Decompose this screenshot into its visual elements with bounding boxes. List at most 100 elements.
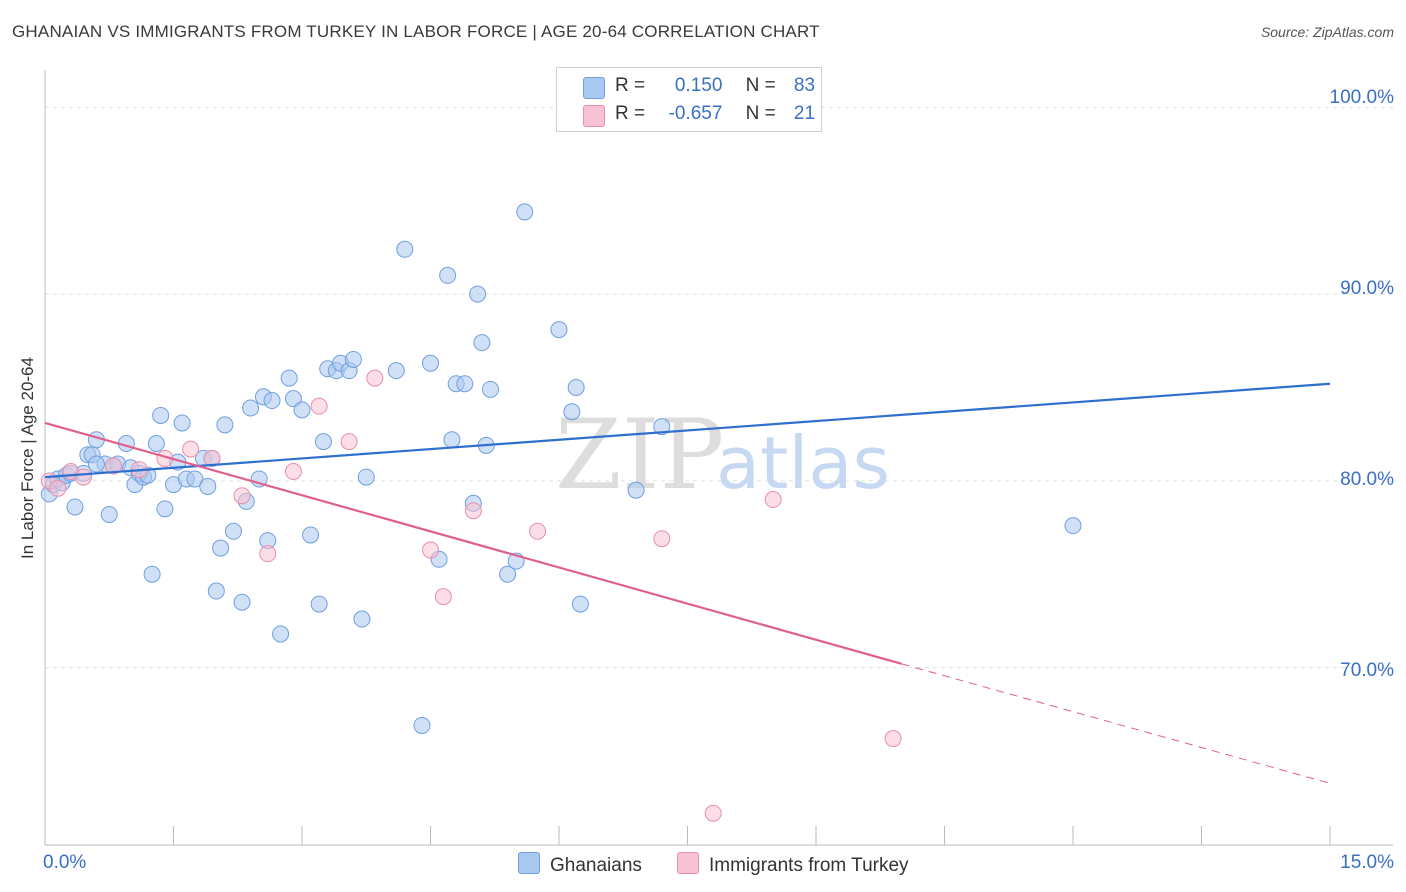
ghanaians-point — [66, 498, 84, 516]
ghanaians-point — [550, 321, 568, 339]
n-value: 83 — [793, 75, 816, 96]
watermark: ZIP atlas — [555, 399, 890, 511]
ghanaians-point — [310, 595, 328, 613]
n-label: N = — [745, 75, 776, 96]
ghanaians-point — [456, 375, 474, 393]
x-tick-label: 15.0% — [1340, 852, 1394, 873]
ghanaians-point — [100, 505, 118, 523]
turkey-point — [704, 804, 722, 822]
y-axis-label: In Labor Force | Age 20-64 — [18, 357, 37, 559]
turkey-trendline — [44, 421, 902, 665]
source-credit: Source: ZipAtlas.com — [1260, 24, 1394, 40]
ghanaians-point — [147, 434, 165, 452]
swatch-ghanaians — [583, 77, 605, 99]
ghanaians-point — [216, 416, 234, 434]
n-value: 21 — [793, 103, 816, 124]
ghanaians-point — [563, 403, 581, 421]
ghanaians-point — [280, 369, 298, 387]
ghanaians-point — [284, 390, 302, 408]
y-tick-label: 90.0% — [1340, 278, 1394, 299]
ghanaians-point — [1064, 517, 1082, 535]
ghanaians-point — [199, 477, 217, 495]
ghanaians-point — [469, 285, 487, 303]
axes — [44, 70, 1393, 846]
ghanaians-point — [302, 526, 320, 544]
turkey-point — [529, 522, 547, 540]
legend-swatch-ghanaians — [518, 852, 540, 874]
ghanaians-point — [481, 380, 499, 398]
turkey-point — [366, 369, 384, 387]
turkey-point — [105, 457, 123, 475]
turkey-point — [259, 545, 277, 563]
turkey-point — [422, 541, 439, 559]
ghanaians-point — [422, 354, 439, 372]
ghanaians-point — [173, 414, 191, 432]
y-tick-label: 70.0% — [1340, 660, 1394, 681]
ghanaians-point — [272, 625, 290, 643]
ghanaians-point — [473, 334, 491, 352]
stats-legend: R = 0.150 N = 83 R = -0.657 N = 21 — [556, 67, 822, 132]
ghanaians-point — [224, 522, 242, 540]
legend-item-ghanaians: Ghanaians — [518, 852, 642, 877]
ghanaians-point — [387, 362, 405, 380]
turkey-point — [233, 487, 251, 505]
turkey-point — [75, 468, 93, 486]
turkey-point — [49, 479, 67, 497]
r-value: 0.150 — [674, 75, 723, 96]
turkey-point — [310, 397, 328, 415]
turkey-point — [340, 433, 358, 451]
turkey-point — [764, 491, 782, 509]
ghanaians-point — [344, 350, 362, 368]
ghanaians-point — [242, 399, 260, 417]
ghanaians-point — [293, 401, 311, 419]
n-label: N = — [745, 103, 776, 124]
ghanaians-point — [571, 595, 589, 613]
turkey-point — [653, 530, 671, 548]
ghanaians-point — [499, 565, 517, 583]
y-tick-label: 100.0% — [1329, 87, 1394, 108]
ghanaians-point — [627, 481, 645, 499]
ghanaians-point — [439, 266, 457, 284]
legend-label-ghanaians: Ghanaians — [550, 855, 642, 876]
swatch-turkey — [583, 105, 605, 127]
gridlines — [45, 106, 1393, 669]
ghanaians-point — [156, 500, 174, 518]
y-tick-label: 80.0% — [1340, 469, 1394, 490]
ghanaians-point — [212, 539, 230, 557]
chart-title: GHANAIAN VS IMMIGRANTS FROM TURKEY IN LA… — [12, 22, 820, 41]
legend-item-turkey: Immigrants from Turkey — [677, 852, 909, 877]
ghanaians-points — [40, 203, 1082, 734]
turkey-point — [203, 449, 221, 467]
ghanaians-point — [516, 203, 534, 221]
legend-label-turkey: Immigrants from Turkey — [709, 855, 909, 876]
ghanaians-point — [314, 433, 332, 451]
ghanaians-point — [653, 418, 671, 436]
turkey-point — [884, 730, 902, 748]
turkey-point — [434, 588, 452, 606]
ghanaians-point — [143, 565, 161, 583]
ghanaians-point — [186, 470, 204, 488]
ghanaians-point — [207, 582, 225, 600]
ghanaians-point — [263, 392, 281, 410]
turkey-trendline — [901, 663, 1331, 784]
ghanaians-point — [443, 431, 461, 449]
ghanaians-point — [353, 610, 371, 628]
turkey-point — [284, 463, 302, 481]
ghanaians-point — [233, 593, 251, 611]
watermark-atlas: atlas — [716, 421, 890, 505]
ghanaians-point — [152, 406, 170, 424]
r-label: R = — [615, 103, 646, 124]
trendlines — [44, 382, 1331, 784]
turkey-point — [182, 440, 200, 458]
r-label: R = — [615, 75, 646, 96]
ghanaians-point — [413, 716, 431, 734]
ghanaians-trendline — [44, 382, 1331, 479]
legend-swatch-turkey — [677, 852, 699, 874]
turkey-point — [464, 502, 482, 520]
ghanaians-point — [396, 240, 414, 258]
ghanaians-point — [567, 378, 585, 396]
ghanaians-point — [87, 455, 105, 473]
ghanaians-point — [357, 468, 375, 486]
r-value: -0.657 — [668, 103, 723, 124]
